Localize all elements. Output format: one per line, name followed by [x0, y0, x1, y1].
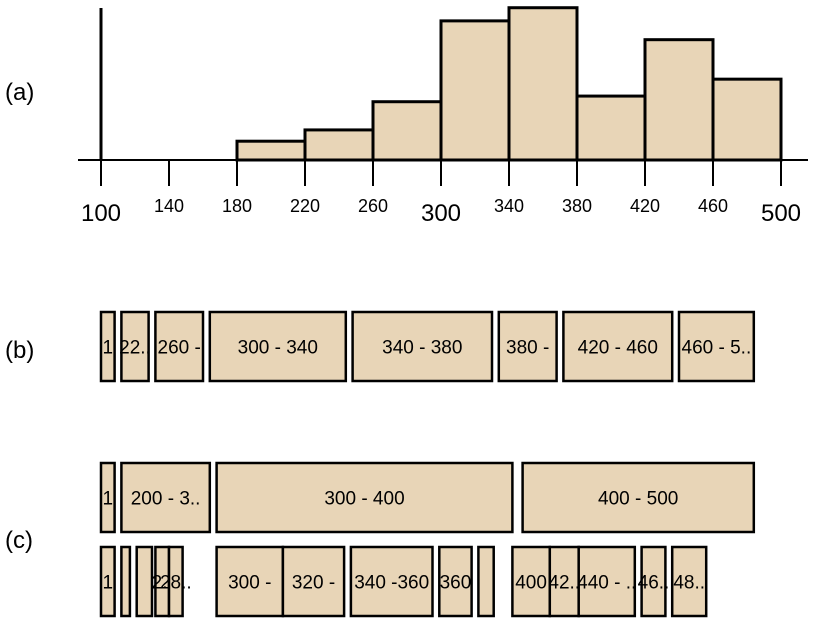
- x-tick-label: 380: [562, 196, 592, 216]
- partition-box-label: 340 -360: [354, 573, 429, 594]
- partition-box: [99, 461, 116, 534]
- histogram-bar: [303, 128, 375, 162]
- x-tick-label: 220: [290, 196, 320, 216]
- partition-box-label: 42..: [548, 573, 580, 594]
- histogram-bar: [711, 77, 783, 162]
- row-label-a: (a): [5, 79, 34, 106]
- partition-box: [562, 310, 674, 383]
- x-axis-ticks: 100 140 180 220 260 300 340 380 420 460 500: [81, 160, 801, 227]
- partition-box: [154, 310, 205, 383]
- partition-row-c-top: 1 200 - 3.. 300 - 400 400 - 500: [99, 461, 756, 534]
- partition-box-label: 440 - ..: [577, 573, 636, 594]
- partition-box: [577, 545, 637, 618]
- x-tick-label: 340: [494, 196, 524, 216]
- partition-box-label: 260 -: [158, 338, 201, 359]
- partition-box: [677, 310, 756, 383]
- partition-box-label: 1: [103, 338, 114, 359]
- partition-box-label: 380 -: [506, 338, 549, 359]
- partition-row-c-bottom: 1 2..28.. 300 - 320 - 340 -360 360 400 42..440 …: [99, 545, 708, 618]
- x-tick-label: 420: [630, 196, 660, 216]
- histogram-bar: [643, 38, 715, 162]
- partition-box: [521, 461, 756, 534]
- partition-box: [167, 545, 184, 618]
- partition-box-label: 320 -: [292, 573, 335, 594]
- partition-box-label: 340 - 380: [382, 338, 462, 359]
- partition-box: [640, 545, 667, 618]
- partition-box-label: 28..: [160, 573, 192, 594]
- partition-box: [215, 545, 285, 618]
- partition-box: [120, 461, 212, 534]
- histogram-bar: [575, 94, 647, 162]
- partition-box: [120, 545, 132, 618]
- x-tick-label: 100: [81, 200, 121, 227]
- partition-box-label: 200 - 3..: [131, 489, 201, 510]
- partition-box-label: 46..: [638, 573, 670, 594]
- partition-box-label: 400 - 500: [598, 489, 678, 510]
- x-tick-label: 500: [761, 200, 801, 227]
- histogram-bar: [507, 6, 579, 162]
- partition-box: [497, 310, 558, 383]
- partition-box: [670, 545, 708, 618]
- partition-box-label: 400: [515, 573, 547, 594]
- x-tick-label: 460: [698, 196, 728, 216]
- partition-box-label: 460 - 5..: [682, 338, 752, 359]
- partition-box-label: 300 -: [228, 573, 271, 594]
- partition-box: [120, 310, 150, 383]
- partition-box: [99, 310, 116, 383]
- histogram-bars: [235, 6, 783, 162]
- x-tick-label: 180: [222, 196, 252, 216]
- partition-box-label: 1: [103, 573, 114, 594]
- partition-box: [349, 545, 434, 618]
- partition-box-label: 300 - 400: [324, 489, 404, 510]
- x-tick-label: 140: [154, 196, 184, 216]
- x-tick-label: 260: [358, 196, 388, 216]
- partition-box-label: 360: [440, 573, 472, 594]
- partition-box: [99, 545, 116, 618]
- partition-box-label: 1: [103, 489, 114, 510]
- partition-box-label: 22..: [119, 338, 151, 359]
- partition-box: [281, 545, 346, 618]
- partition-row-b: 1 22.. 260 - 300 - 340 340 - 380 380 - 420 - 4…: [99, 310, 756, 383]
- row-label-b: (b): [5, 337, 34, 364]
- partition-box: [477, 545, 495, 618]
- partition-box-label: 420 - 460: [578, 338, 658, 359]
- histogram-bar: [371, 100, 443, 162]
- partition-box-label: 48..: [673, 573, 705, 594]
- partition-box: [351, 310, 494, 383]
- partition-box-label: 300 - 340: [238, 338, 318, 359]
- partition-box: [208, 310, 348, 383]
- x-tick-label: 300: [421, 200, 461, 227]
- row-label-c: (c): [5, 527, 33, 554]
- partition-box: [215, 461, 514, 534]
- partition-box: [438, 545, 473, 618]
- partition-box-label: 2..: [152, 573, 173, 594]
- partition-box: [135, 545, 154, 618]
- histogram-bar: [439, 19, 511, 162]
- partition-box: [511, 545, 552, 618]
- histogram-bar: [235, 139, 307, 162]
